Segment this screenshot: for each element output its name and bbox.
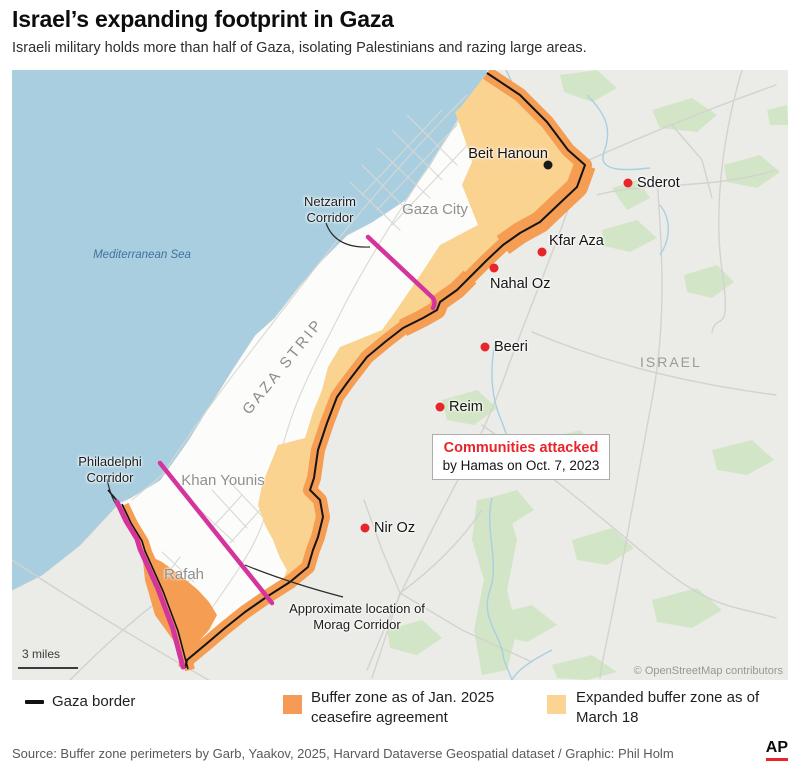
netzarim-corridor-label: Netzarim Corridor — [303, 194, 356, 226]
expanded-buffer-zone — [227, 73, 585, 625]
morag-pointer — [244, 564, 344, 598]
beeri-label: Beeri — [494, 339, 528, 355]
gaza-border-legend-symbol — [25, 700, 44, 704]
legend-jan-buffer: Buffer zone as of Jan. 2025 ceasefire ag… — [311, 689, 495, 727]
philadelphi-corridor-label: Philadelphi Corridor — [78, 454, 142, 486]
sderot-label: Sderot — [637, 175, 680, 191]
khan-younis-label: Khan Younis — [181, 472, 265, 489]
page-title: Israel’s expanding footprint in Gaza — [12, 6, 394, 32]
gaza-map-graphic — [12, 70, 788, 680]
scale-bar — [18, 667, 78, 669]
sea-label: Mediterranean Sea — [93, 249, 191, 261]
legend-jan-buffer-swatch — [283, 695, 302, 714]
callout-subtitle: by Hamas on Oct. 7, 2023 — [442, 458, 600, 473]
ap-logo: AP — [765, 739, 788, 761]
gaza-map: Mediterranean Sea GAZA STRIP ISRAEL Gaza… — [12, 70, 788, 680]
netzarim-pointer — [325, 222, 371, 248]
vegetation-patches — [387, 70, 788, 680]
scale-label: 3 miles — [22, 647, 61, 661]
reim-label: Reim — [449, 399, 483, 415]
kfar-aza-label: Kfar Aza — [549, 233, 604, 249]
corridor-lines — [114, 234, 437, 670]
attacked-community-dots — [360, 178, 633, 533]
communities-attacked-callout: Communities attacked by Hamas on Oct. 7,… — [432, 434, 610, 480]
philadelphi-corridor-line — [114, 499, 186, 670]
legend-expanded-buffer: Expanded buffer zone as of March 18 — [576, 689, 760, 727]
morag-corridor-label: Approximate location of Morag Corridor — [289, 601, 425, 633]
rafah-label: Rafah — [163, 566, 205, 583]
osm-attribution: © OpenStreetMap contributors — [633, 665, 783, 677]
beit-hanoun-dot — [543, 160, 553, 170]
page-subtitle: Israeli military holds more than half of… — [12, 40, 587, 56]
morag-corridor-line — [157, 460, 275, 606]
nir-oz-label: Nir Oz — [374, 520, 416, 536]
legend-gaza-border: Gaza border — [52, 693, 136, 710]
legend-expanded-buffer-swatch — [547, 695, 566, 714]
netzarim-corridor-line — [365, 234, 437, 311]
gaza-city-label: Gaza City — [402, 201, 468, 218]
nahal-oz-label: Nahal Oz — [490, 276, 551, 292]
beit-hanoun-label: Beit Hanoun — [468, 146, 548, 162]
callout-title: Communities attacked — [443, 440, 599, 456]
source-credit: Source: Buffer zone perimeters by Garb, … — [12, 746, 674, 761]
israel-label: ISRAEL — [640, 354, 702, 370]
gaza-roads — [131, 84, 483, 643]
